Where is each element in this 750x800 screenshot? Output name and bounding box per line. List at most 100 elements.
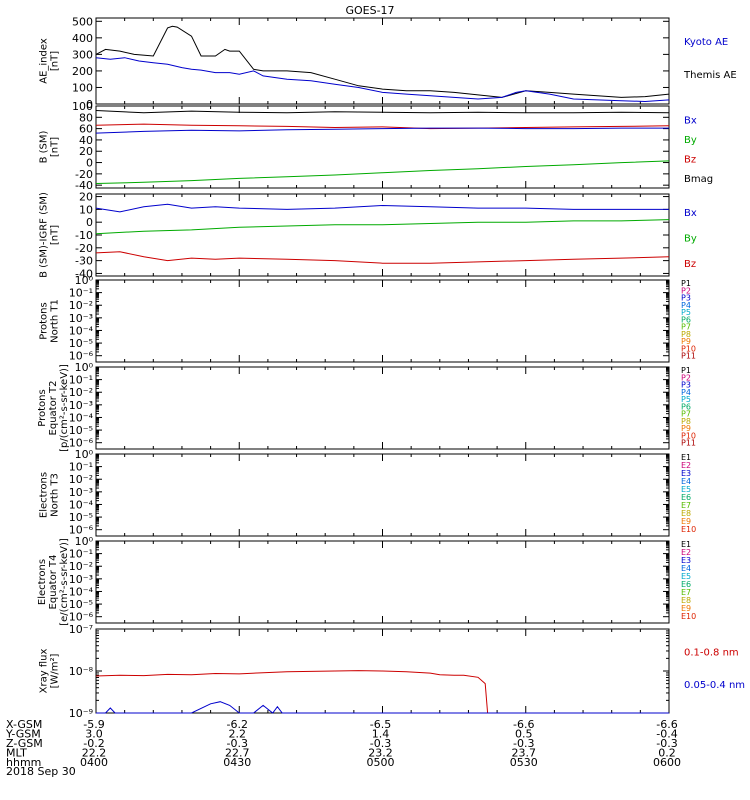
ephemeris-value: 3.0 (85, 728, 103, 741)
legend-entry: E3 (681, 469, 691, 478)
y-tick-label: 10⁰ (75, 274, 94, 287)
ephemeris-value: 1.4 (372, 728, 390, 741)
date-label: 2018 Sep 30 (6, 765, 76, 778)
legend-entry: E8 (681, 596, 691, 605)
legend-entry: E9 (681, 604, 691, 613)
legend-entry: E10 (681, 525, 696, 534)
panel-x: 10⁻⁹ 10⁻⁸ 10⁻⁷ Xray flux [W/m²] 0.1-0.8 nm 0.0… (39, 623, 746, 720)
series-bx (95, 127, 669, 134)
y-axis-label: Electrons (37, 559, 48, 605)
y-axis-label: North T1 (50, 299, 61, 343)
legend-entry: P1 (681, 366, 691, 375)
y-tick-label: 10⁻⁶ (69, 524, 94, 537)
legend-entry: E1 (681, 453, 691, 462)
legend-entry: Bz (684, 155, 696, 166)
y-tick-label: 10⁰ (75, 448, 94, 461)
ephemeris-value: 0500 (367, 756, 395, 769)
legend-entry: P1 (681, 279, 691, 288)
ephemeris-value: -6.5 (370, 718, 391, 731)
legend-entry: E8 (681, 509, 691, 518)
y-tick-label: 500 (72, 15, 93, 28)
legend-entry: P6 (681, 315, 691, 324)
ephemeris-row-name: MLT (6, 747, 27, 760)
y-axis-label: [W/m²] (50, 653, 61, 688)
legend-entry: P7 (681, 410, 691, 419)
ephemeris-value: 2.2 (229, 728, 247, 741)
y-axis-label: Equator T4 (48, 555, 59, 610)
ephemeris-row-name: X-GSM (6, 718, 42, 731)
legend-entry: 0.05-0.4 nm (684, 680, 745, 691)
series-0-05-0-4-nm (96, 701, 669, 714)
y-tick-label: 10⁻⁹ (69, 707, 93, 720)
legend-entry: P10 (681, 344, 696, 353)
y-axis-label: Electrons (39, 472, 50, 518)
y-tick-label: 10⁻¹ (69, 287, 93, 300)
series-bz (95, 251, 670, 264)
ephemeris-value: 0.5 (515, 728, 533, 741)
y-tick-label: 300 (72, 48, 93, 61)
y-tick-label: 100 (72, 100, 93, 113)
y-axis-label: [e/(cm²-s-sr-keV)] (59, 538, 70, 626)
y-axis-label: North T3 (50, 473, 61, 517)
ephemeris-value: -6.2 (227, 718, 248, 731)
ephemeris-value: 0530 (510, 756, 538, 769)
legend-entry: Bx (684, 208, 697, 219)
legend-entry: E7 (681, 501, 691, 510)
legend-entry: P4 (681, 388, 691, 397)
y-tick-label: 10⁻³ (69, 573, 93, 586)
legend-entry: E10 (681, 612, 696, 621)
y-axis-label: Xray flux (39, 649, 50, 694)
legend-entry: P9 (681, 424, 691, 433)
y-tick-label: 10⁻¹ (69, 548, 93, 561)
series-kyoto-ae (95, 57, 670, 103)
ephemeris-value: 0600 (653, 756, 681, 769)
y-axis-label: B (SM)-IGRF (SM) (39, 192, 50, 278)
y-axis-label: [nT] (50, 137, 61, 157)
y-tick-label: 10⁻³ (69, 399, 93, 412)
y-tick-label: 40 (79, 134, 93, 147)
series-by (95, 160, 670, 184)
y-tick-label: 10⁻⁴ (69, 498, 94, 511)
series-bmag (95, 110, 670, 114)
legend-entry: P10 (681, 431, 696, 440)
ephemeris-value: -0.3 (370, 737, 391, 750)
legend-entry: P6 (681, 402, 691, 411)
y-axis-label: [nT] (50, 51, 61, 71)
ephemeris-value: 0400 (80, 756, 108, 769)
y-axis-label: Equator T2 (48, 381, 59, 436)
legend-entry: P11 (681, 352, 696, 361)
ephemeris-value: -0.2 (83, 737, 104, 750)
panel-frame (95, 279, 670, 363)
panel-frame (95, 453, 670, 537)
legend-entry: Bz (684, 259, 696, 270)
legend-entry: E7 (681, 588, 691, 597)
y-tick-label: -20 (75, 168, 93, 181)
y-tick-label: 10⁻⁴ (69, 324, 94, 337)
legend-entry: E4 (681, 564, 691, 573)
y-tick-label: 10⁻⁷ (69, 623, 93, 636)
ephemeris-row-name: Y-GSM (5, 728, 41, 741)
legend-entry: E1 (681, 540, 691, 549)
y-tick-label: 0 (86, 157, 93, 170)
legend-entry: E2 (681, 461, 691, 470)
ephemeris-value: -6.6 (513, 718, 534, 731)
y-tick-label: 10⁻³ (69, 312, 93, 325)
y-tick-label: -40 (75, 267, 93, 280)
legend-entry: P5 (681, 308, 691, 317)
legend-entry: Bx (684, 116, 697, 127)
y-tick-label: -20 (75, 242, 93, 255)
ephemeris-value: 0.2 (658, 747, 676, 760)
panel-frame (95, 366, 670, 450)
y-tick-label: 200 (72, 65, 93, 78)
y-tick-label: 0 (86, 98, 93, 111)
legend-entry: P3 (681, 294, 691, 303)
legend-entry: P7 (681, 323, 691, 332)
ephemeris-value: -0.4 (656, 728, 677, 741)
y-axis-label: Protons (39, 302, 50, 339)
y-tick-label: 10⁻⁴ (69, 585, 94, 598)
